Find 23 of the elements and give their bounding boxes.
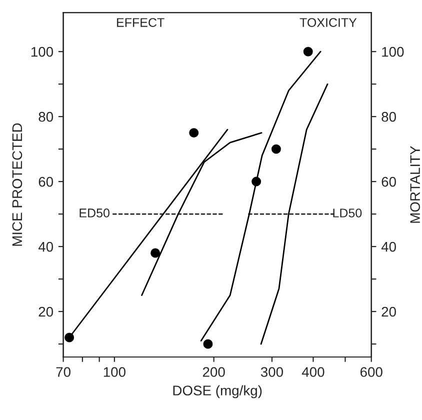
x-tick-label: 100 <box>104 367 126 377</box>
y2-axis-title: MORTALITY <box>410 146 420 223</box>
y-axis-title: MICE PROTECTED <box>12 123 22 246</box>
x-tick-label: 70 <box>56 367 70 377</box>
x-tick-label: 600 <box>360 367 382 377</box>
annotation: EFFECT <box>117 18 164 27</box>
ref-line-label: ED50 <box>80 208 110 218</box>
y2-tick-label: 80 <box>382 112 396 122</box>
y-tick-label: 100 <box>31 46 54 57</box>
x-axis-title: DOSE (mg/kg) <box>173 385 262 398</box>
y-tick-label: 20 <box>38 306 54 317</box>
y2-tick-label: 100 <box>382 46 404 57</box>
y2-tick-label: 60 <box>382 176 396 187</box>
annotation: LD50 <box>333 208 362 218</box>
y-tick-label: 60 <box>38 176 54 187</box>
x-tick-label: 200 <box>202 367 225 377</box>
annotation: TOXICITY <box>300 18 357 27</box>
x-tick-label: 400 <box>302 367 324 377</box>
y-tick-label: 80 <box>38 112 54 122</box>
y2-tick-label: 40 <box>381 242 396 252</box>
y-tick-label: 40 <box>38 242 54 252</box>
x-tick-label: 300 <box>260 367 284 377</box>
y2-tick-label: 20 <box>382 306 396 317</box>
